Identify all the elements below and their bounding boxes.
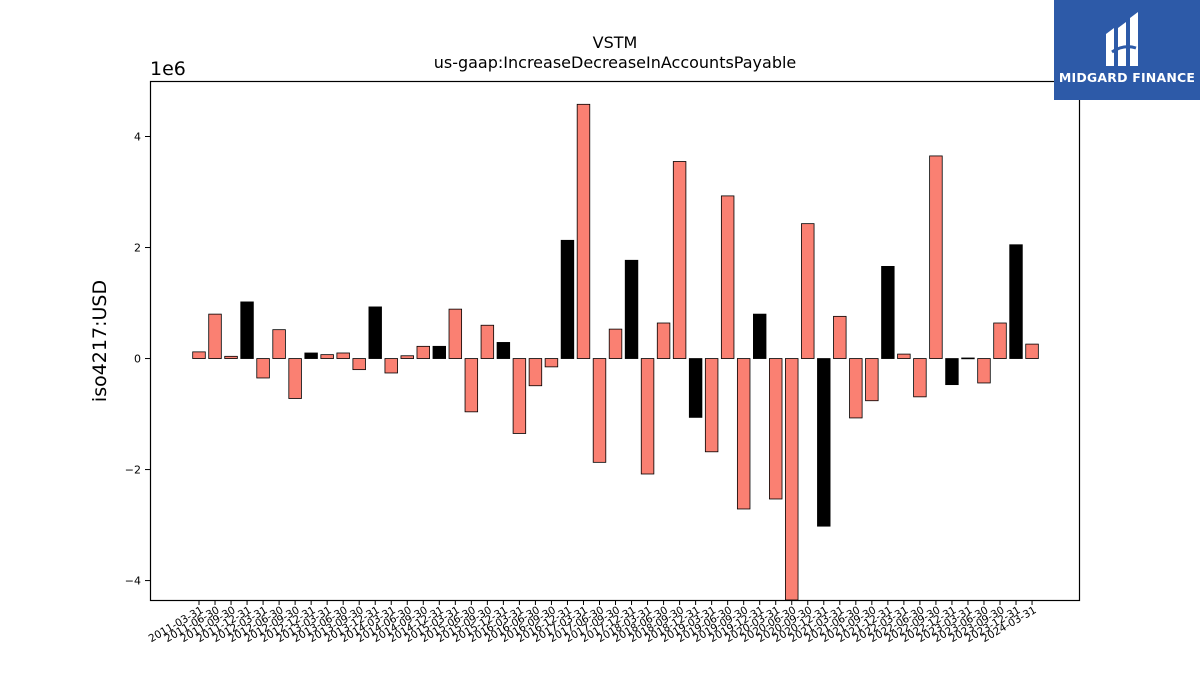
bar-2016-12-31 — [560, 239, 575, 359]
bar-2011-06-30 — [208, 313, 222, 359]
bar-2020-12-31 — [817, 358, 831, 527]
bar-2022-09-30 — [929, 155, 943, 359]
bar-2012-09-30 — [288, 358, 302, 399]
bar-2015-03-31 — [448, 308, 463, 359]
bar-2021-12-31 — [881, 265, 895, 359]
bar-2022-12-31 — [945, 358, 959, 386]
bar-2023-12-31 — [1009, 244, 1023, 359]
bar-2017-12-31 — [624, 259, 639, 359]
y-tick-label: 0 — [134, 353, 141, 366]
bar-2019-03-31 — [704, 358, 719, 453]
bar-2021-06-30 — [849, 358, 863, 419]
bar-2018-03-31 — [640, 358, 655, 475]
y-tick-label: −4 — [125, 575, 141, 588]
bar-2011-03-31 — [192, 351, 206, 359]
bar-2022-03-31 — [897, 353, 911, 359]
chart-title: VSTM — [593, 33, 638, 52]
bar-2015-12-31 — [496, 342, 511, 359]
bar-2017-03-31 — [576, 103, 591, 359]
bar-2012-03-31 — [256, 358, 270, 379]
midgard-finance-logo: MIDGARD FINANCE — [1054, 0, 1200, 100]
y-tick-label: −2 — [125, 464, 141, 477]
bar-2013-09-30 — [352, 358, 366, 371]
bar-2012-12-31 — [304, 352, 318, 359]
bar-2014-06-30 — [400, 355, 414, 359]
bar-2011-09-30 — [224, 355, 238, 359]
bar-2016-09-30 — [544, 358, 559, 368]
bar-2023-09-30 — [993, 322, 1007, 359]
bar-2019-09-30 — [736, 358, 751, 510]
x-axis: 2011-03-312011-06-302011-09-302011-12-31… — [147, 600, 1039, 645]
bar-2014-03-31 — [384, 358, 398, 374]
bar-2013-12-31 — [368, 306, 382, 359]
bar-2016-03-31 — [512, 358, 527, 434]
bar-2019-12-31 — [753, 313, 767, 359]
bar-2021-09-30 — [865, 358, 879, 402]
bar-2020-09-30 — [801, 223, 815, 359]
bar-2018-09-30 — [672, 161, 687, 359]
y-axis: −4 −2 0 2 4 — [125, 131, 150, 588]
bar-2023-06-30 — [977, 358, 991, 384]
bar-2012-06-30 — [272, 329, 286, 359]
chart-subtitle: us-gaap:IncreaseDecreaseInAccountsPayabl… — [434, 53, 797, 72]
bar-2015-06-30 — [464, 358, 479, 413]
logo-text: MIDGARD FINANCE — [1058, 70, 1196, 85]
bar-2017-09-30 — [608, 328, 623, 359]
y-tick-label: 2 — [134, 242, 141, 255]
bar-2014-09-30 — [416, 345, 430, 359]
bar-2022-06-30 — [913, 358, 927, 398]
y-axis-multiplier: 1e6 — [150, 58, 186, 80]
bar-2020-06-30 — [785, 358, 799, 601]
bar-2021-03-31 — [833, 315, 847, 359]
bar-2015-09-30 — [480, 324, 495, 359]
plot-frame — [149, 80, 1081, 602]
bar-2014-12-31 — [432, 345, 447, 359]
bar-2024-03-31 — [1025, 343, 1039, 359]
bar-2017-06-30 — [592, 358, 607, 463]
bar-2013-06-30 — [336, 352, 350, 359]
midgard-logo-icon — [1106, 12, 1138, 66]
bar-2019-06-30 — [720, 195, 735, 359]
y-tick-label: 4 — [134, 131, 141, 144]
bar-2011-12-31 — [240, 301, 254, 359]
y-axis-label: iso4217:USD — [89, 280, 111, 402]
bar-2013-03-31 — [320, 354, 334, 359]
bars-group — [192, 103, 1039, 601]
bar-2016-06-30 — [528, 358, 543, 387]
bar-2020-03-31 — [769, 358, 783, 500]
bar-2023-03-31 — [961, 357, 975, 360]
bar-2018-06-30 — [656, 322, 671, 359]
bar-2018-12-31 — [688, 358, 703, 418]
